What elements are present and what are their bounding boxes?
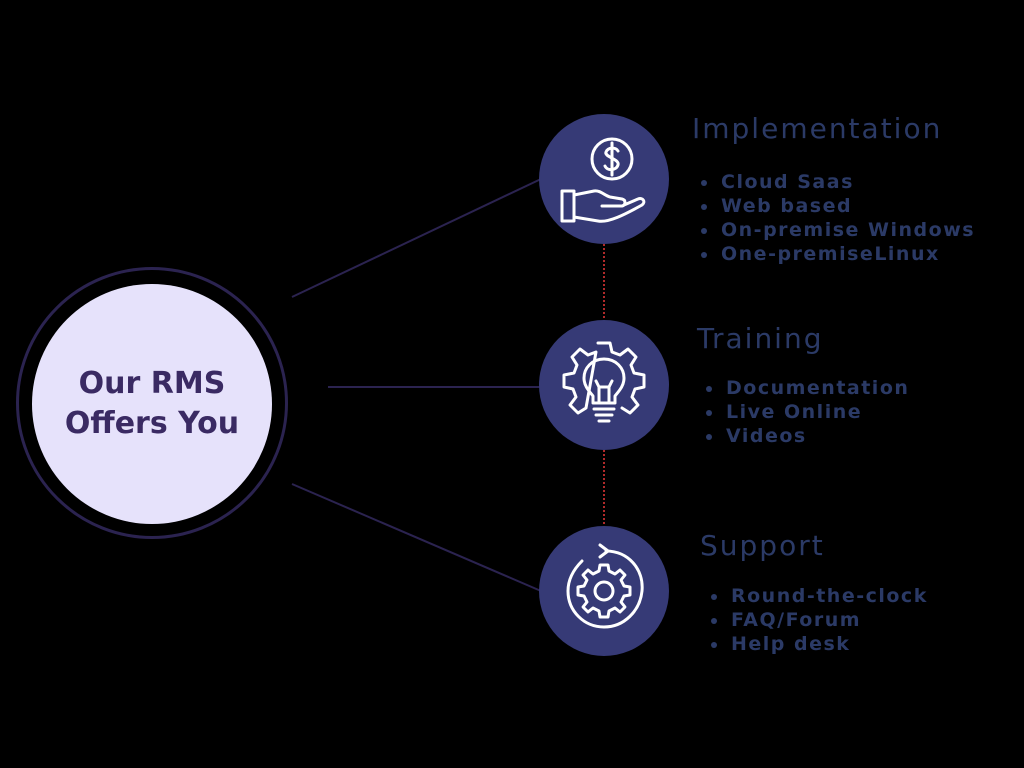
training-list: Documentation Live Online Videos [702,376,909,448]
hub-title: Our RMS Offers You [64,366,240,441]
implementation-node [539,114,669,244]
hub-circle: Our RMS Offers You [32,284,272,524]
hub-outer-ring [16,267,288,539]
list-item: Videos [702,424,909,448]
training-node [539,320,669,450]
list-item: Documentation [702,376,909,400]
training-title: Training [697,322,824,355]
support-list: Round-the-clock FAQ/Forum Help desk [707,584,928,656]
implementation-title: Implementation [692,112,943,145]
list-item: Round-the-clock [707,584,928,608]
list-item: Cloud Saas [697,170,975,194]
list-item: FAQ/Forum [707,608,928,632]
support-node [539,526,669,656]
implementation-list: Cloud Saas Web based On-premise Windows … [697,170,975,266]
list-item: On-premise Windows [697,218,975,242]
list-item: One-premiseLinux [697,242,975,266]
connector-support [291,483,542,592]
connector-implementation [291,178,542,298]
list-item: Web based [697,194,975,218]
list-item: Help desk [707,632,928,656]
hand-dollar-coin-icon [560,137,646,223]
support-title: Support [700,529,825,562]
gear-refresh-icon [566,543,644,629]
lightbulb-gear-icon [562,341,646,423]
list-item: Live Online [702,400,909,424]
